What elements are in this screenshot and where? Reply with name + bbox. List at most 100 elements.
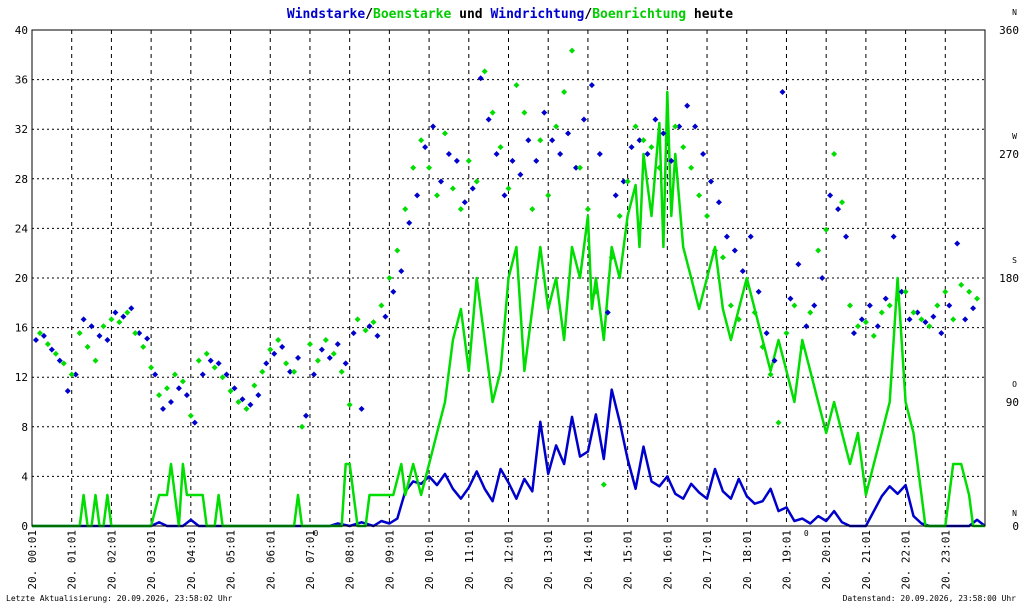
gust-direction-point (696, 192, 703, 199)
zero-marker: 0 (804, 529, 809, 538)
x-axis-ticks: 20. 00:01 20. 01:01 20. 02:01 20. 03:01 20. … (26, 530, 952, 590)
gust-direction-point (831, 151, 838, 157)
gust-direction-point (640, 137, 647, 144)
right-direction-label: W (1012, 132, 1017, 141)
gust-direction-point (743, 281, 750, 288)
gust-direction-point (672, 123, 679, 130)
gust-direction-point (275, 337, 282, 343)
x-tick-label: 20. 22:01 (900, 530, 913, 590)
wind-direction-point (787, 295, 794, 302)
wind-direction-point (858, 316, 865, 323)
footer-left: Letzte Aktualisierung: 20.09.2026, 23:58… (6, 594, 233, 603)
gust-direction-point (330, 350, 337, 357)
wind-direction-point (700, 151, 707, 157)
gust-direction-point (354, 316, 361, 323)
gust-direction-point (402, 206, 409, 213)
gust-direction-point (561, 89, 568, 95)
wind-direction-point (692, 123, 699, 130)
wind-direction-point (104, 337, 111, 343)
gust-direction-point (704, 213, 711, 219)
wind-direction-point (588, 82, 595, 89)
right-direction-label: S (1012, 256, 1017, 265)
wind-direction-point (56, 357, 63, 364)
gust-direction-point (775, 419, 782, 426)
wind-direction-point (628, 144, 635, 151)
gust-direction-point (171, 371, 178, 378)
x-tick-label: 20. 16:01 (661, 530, 674, 590)
wind-direction-point (612, 192, 619, 199)
gust-direction-point (259, 368, 266, 375)
gust-direction-point (767, 371, 774, 378)
wind-direction-point (271, 350, 278, 357)
gust-direction-point (910, 309, 917, 316)
gust-direction-point (648, 144, 655, 151)
left-axis-ticks: 0 4 8 12 16 20 24 28 32 36 40 (15, 24, 29, 533)
gust-direction-point (124, 309, 131, 316)
gust-direction-point (513, 82, 520, 89)
wind-direction-point (890, 233, 897, 240)
right-direction-label: O (1012, 380, 1017, 389)
wind-direction-point (882, 295, 889, 302)
x-tick-label: 20. 19:01 (780, 530, 793, 590)
gust-direction-point (537, 137, 544, 144)
left-tick-label: 16 (15, 322, 28, 335)
gust-direction-point (870, 332, 877, 339)
wind-direction-point (136, 330, 143, 337)
wind-direction-point (866, 302, 873, 309)
wind-direction-point (644, 151, 651, 157)
gust-direction-point (632, 123, 639, 130)
plot-frame (31, 29, 986, 527)
x-tick-label: 20. 05:01 (225, 530, 238, 590)
gust-direction-point (823, 226, 830, 233)
wind-direction-point (302, 412, 309, 419)
wind-direction-point (453, 157, 460, 164)
title-part: / (365, 7, 373, 22)
gust-direction-point (791, 302, 798, 309)
wind-direction-point (565, 130, 572, 137)
wind-direction-point (175, 385, 182, 392)
gust-direction-point (862, 319, 869, 326)
wind-direction-point (231, 385, 238, 392)
wind-direction-point (96, 332, 103, 339)
gust-direction-point (926, 323, 933, 330)
wind-direction-point (445, 151, 452, 157)
wind-direction-point (32, 337, 39, 343)
gust-direction-point (846, 302, 853, 309)
gust-direction-point (418, 137, 425, 144)
wind-direction-point (72, 371, 79, 378)
wind-direction-point (390, 288, 397, 295)
wind-direction-point (684, 102, 691, 109)
title-part: und (451, 7, 490, 22)
left-tick-label: 12 (15, 371, 28, 384)
wind-direction-point (398, 268, 405, 275)
gust-direction-point (600, 481, 607, 488)
gust-direction-point (735, 316, 742, 323)
wind-direction-point (112, 309, 119, 316)
gust-direction-point (243, 405, 250, 412)
wind-direction-point (263, 360, 270, 367)
gust-direction-point (489, 109, 496, 116)
wind-direction-point (763, 330, 770, 337)
plot-area (32, 47, 986, 528)
gust-direction-point (656, 164, 663, 171)
gust-direction-point (386, 275, 393, 281)
gust-direction-point (711, 247, 718, 254)
gust-direction-point (267, 346, 274, 353)
wind-direction-point (342, 360, 349, 367)
wind-direction-point (501, 192, 508, 199)
chart-title: Windstarke/Boenstarke und Windrichtung/B… (287, 7, 733, 22)
wind-direction-point (358, 405, 365, 412)
gust-direction-point (36, 330, 43, 337)
title-part: Windstarke (287, 7, 365, 22)
gust-direction-point (918, 316, 925, 323)
wind-direction-point (477, 75, 484, 82)
gust-direction-point (108, 316, 115, 323)
left-tick-label: 36 (15, 74, 28, 87)
wind-direction-point (422, 144, 429, 151)
wind-direction-point (247, 401, 254, 408)
grid-lines (32, 30, 985, 526)
title-part: / (584, 7, 592, 22)
gust-direction-point (584, 206, 591, 213)
gust-direction-point (616, 213, 623, 219)
